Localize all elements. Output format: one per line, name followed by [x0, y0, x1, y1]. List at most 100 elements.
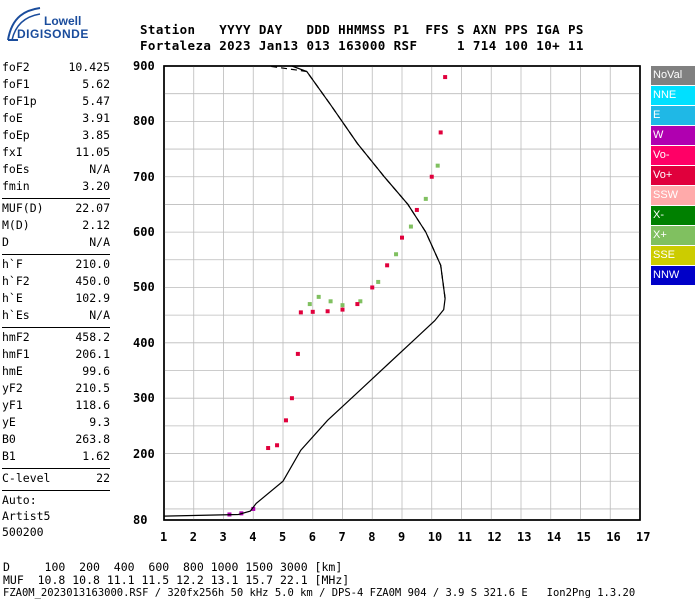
param-value: 206.1 — [75, 347, 110, 361]
param-value: 5.62 — [82, 77, 110, 91]
param-row: h`F 210.0 — [2, 257, 110, 274]
o-trace-point — [289, 396, 294, 401]
x-tick-label: 14 — [546, 530, 562, 544]
param-value: 210.5 — [75, 381, 110, 395]
legend-item: W — [651, 126, 695, 145]
legend-item: NoVal — [651, 66, 695, 85]
param-row: yF2 210.5 — [2, 381, 110, 398]
param-label: B1 — [2, 449, 16, 463]
x-tick-label: 6 — [308, 530, 316, 544]
o-trace-point — [266, 446, 271, 451]
x-tick-label: 5 — [279, 530, 287, 544]
x-trace-point — [358, 299, 363, 304]
param-row: foEs N/A — [2, 162, 110, 179]
param-value: 5.47 — [82, 94, 110, 108]
divider — [2, 468, 110, 469]
param-value: 10.425 — [68, 60, 110, 74]
param-row: D N/A — [2, 235, 110, 252]
param-label: yF1 — [2, 398, 23, 412]
param-label: foF1 — [2, 77, 30, 91]
param-row: B0 263.8 — [2, 432, 110, 449]
o-trace-point — [414, 207, 419, 212]
param-row: yF1 118.6 — [2, 398, 110, 415]
param-value: 3.91 — [82, 111, 110, 125]
param-value: 3.20 — [82, 179, 110, 193]
param-row: foF2 10.425 — [2, 60, 110, 77]
o-trace-point — [438, 130, 443, 135]
param-label: MUF(D) — [2, 201, 44, 215]
x-trace-point — [408, 224, 413, 229]
o-trace-point — [429, 174, 434, 179]
param-label: h`Es — [2, 308, 30, 322]
ionogram-plot — [163, 65, 641, 521]
x-trace-point — [316, 294, 321, 299]
x-trace-point — [435, 163, 440, 168]
o-trace-point — [283, 418, 288, 423]
param-row: hmF1 206.1 — [2, 347, 110, 364]
y-tick-label: 300 — [133, 391, 155, 406]
x-tick-label: 13 — [517, 530, 532, 544]
antenna-logo-icon — [7, 7, 41, 41]
divider — [2, 490, 110, 491]
x-tick-label: 10 — [427, 530, 443, 544]
param-label: fmin — [2, 179, 30, 193]
footer-muf: MUF 10.8 10.8 11.1 11.5 12.2 13.1 15.7 2… — [3, 573, 350, 587]
auto-label: Auto: — [2, 493, 37, 507]
x-tick-label: 15 — [576, 530, 591, 544]
o-trace-point — [443, 75, 448, 80]
electron-density-profile — [163, 298, 446, 517]
polarization-legend: NoVal NNE E W Vo- Vo+ SSW X- X+ SSE NNW — [651, 66, 695, 286]
x-tick-label: 17 — [636, 530, 651, 544]
auto-version: 500200 — [2, 525, 44, 539]
legend-item: Vo- — [651, 146, 695, 165]
param-label: h`F2 — [2, 274, 30, 288]
extrapolated-profile — [268, 65, 446, 299]
x-trace-point — [423, 196, 428, 201]
param-label: M(D) — [2, 218, 30, 232]
param-value: 263.8 — [75, 432, 110, 446]
param-label: h`F — [2, 257, 23, 271]
footer-file-info: FZA0M_2023013163000.RSF / 320fx256h 50 k… — [3, 587, 636, 599]
header-values: Fortaleza 2023 Jan13 013 163000 RSF 1 71… — [140, 38, 584, 53]
y-tick-label: 80 — [133, 513, 148, 527]
param-value: 3.85 — [82, 128, 110, 142]
logo-text-digisonde: DIGISONDE — [17, 27, 89, 41]
param-row: B1 1.62 — [2, 449, 110, 466]
param-value: 118.6 — [75, 398, 110, 412]
param-value: 2.12 — [82, 218, 110, 232]
param-value: N/A — [89, 235, 110, 249]
o-trace-point — [295, 351, 300, 356]
y-tick-label: 700 — [133, 169, 155, 184]
o-trace-point — [310, 309, 315, 314]
param-label: foF1p — [2, 94, 37, 108]
param-row: foF1 5.62 — [2, 77, 110, 94]
digisonde-logo: Lowell DIGISONDE — [4, 6, 94, 46]
x-tick-label: 16 — [606, 530, 621, 544]
footer-distance: D 100 200 400 600 800 1000 1500 3000 [km… — [3, 560, 343, 574]
param-label: h`E — [2, 291, 23, 305]
param-label: fxI — [2, 145, 23, 159]
y-tick-label: 800 — [133, 114, 155, 129]
y-tick-label: 400 — [133, 335, 155, 350]
o-trace-point — [340, 307, 345, 312]
parameter-panel: foF2 10.425 foF1 5.62 foF1p 5.47 foE 3.91 foEp 3.… — [2, 60, 110, 541]
param-value: N/A — [89, 162, 110, 176]
o-trace-point — [275, 443, 280, 448]
x-trace-point — [394, 252, 399, 257]
param-label: yE — [2, 415, 16, 429]
x-tick-label: 4 — [249, 530, 257, 544]
x-tick-label: 8 — [368, 530, 376, 544]
param-row: hmE 99.6 — [2, 364, 110, 381]
param-label: hmE — [2, 364, 23, 378]
x-tick-label: 12 — [487, 530, 502, 544]
o-trace-point — [325, 309, 330, 314]
param-row: h`Es N/A — [2, 308, 110, 325]
param-value: 22 — [96, 471, 110, 485]
param-row: MUF(D) 22.07 — [2, 201, 110, 218]
param-row: hmF2 458.2 — [2, 330, 110, 347]
param-label: foEs — [2, 162, 30, 176]
legend-item: Vo+ — [651, 166, 695, 185]
divider — [2, 327, 110, 328]
param-label: hmF1 — [2, 347, 30, 361]
param-row: foF1p 5.47 — [2, 94, 110, 111]
